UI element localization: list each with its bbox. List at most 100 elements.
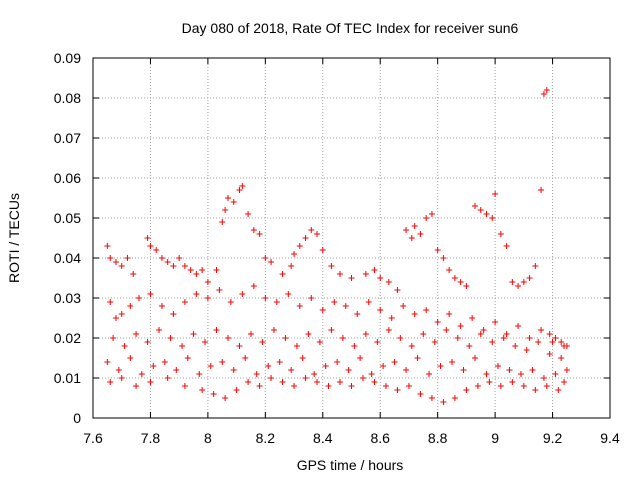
data-point: [446, 311, 453, 317]
data-point: [512, 343, 519, 349]
data-point: [362, 331, 369, 337]
data-point: [359, 375, 366, 381]
data-point: [118, 311, 125, 317]
data-point: [339, 335, 346, 341]
data-point: [405, 383, 412, 389]
y-tick-label: 0.04: [54, 250, 81, 266]
data-point: [408, 343, 415, 349]
data-point: [187, 267, 194, 273]
data-point: [133, 383, 140, 389]
data-point: [385, 279, 392, 285]
data-point: [115, 367, 122, 373]
data-point: [322, 363, 329, 369]
data-point: [520, 279, 527, 285]
data-point: [394, 387, 401, 393]
data-point: [463, 387, 470, 393]
data-point: [199, 267, 206, 273]
y-tick-label: 0.07: [54, 130, 81, 146]
data-point: [233, 387, 240, 393]
data-point: [472, 355, 479, 361]
data-point: [486, 379, 493, 385]
data-point: [147, 291, 154, 297]
y-tick-label: 0.09: [54, 50, 81, 66]
data-point: [457, 323, 464, 329]
data-point: [354, 311, 361, 317]
data-point: [469, 315, 476, 321]
data-point: [546, 331, 553, 337]
data-point: [417, 391, 424, 397]
data-point: [377, 307, 384, 313]
data-point: [288, 263, 295, 269]
data-point: [440, 399, 447, 405]
data-point: [268, 259, 275, 265]
x-tick-label: 8.8: [428, 430, 448, 446]
data-point: [517, 371, 524, 377]
data-point: [385, 327, 392, 333]
data-point: [133, 331, 140, 337]
data-point: [532, 387, 539, 393]
y-tick-labels: 0 0.01 0.02 0.03 0.04 0.05 0.06 0.07 0.08 0.09: [54, 50, 81, 426]
data-point: [558, 355, 565, 361]
data-point: [199, 387, 206, 393]
data-point: [549, 339, 556, 345]
data-point: [193, 291, 200, 297]
data-point: [540, 375, 547, 381]
data-point: [428, 395, 435, 401]
data-point: [262, 255, 269, 261]
data-point: [282, 335, 289, 341]
data-point: [222, 395, 229, 401]
data-point: [428, 211, 435, 217]
data-point: [477, 207, 484, 213]
data-point: [268, 375, 275, 381]
data-point: [118, 375, 125, 381]
data-point: [552, 335, 559, 341]
data-point: [314, 231, 321, 237]
data-point: [250, 283, 257, 289]
data-point: [219, 359, 226, 365]
data-point: [449, 359, 456, 365]
data-point: [552, 371, 559, 377]
data-point: [328, 263, 335, 269]
data-point: [492, 319, 499, 325]
data-point: [477, 331, 484, 337]
data-point: [276, 359, 283, 365]
data-point: [112, 259, 119, 265]
data-point: [181, 263, 188, 269]
data-point: [150, 363, 157, 369]
data-point: [242, 355, 249, 361]
data-point: [291, 383, 298, 389]
data-point: [394, 287, 401, 293]
data-point: [314, 379, 321, 385]
x-tick-labels: 7.6 7.8 8 8.2 8.4 8.6 8.8 9 9.2 9.4: [83, 430, 620, 446]
data-point: [158, 255, 165, 261]
data-point: [213, 327, 220, 333]
data-point: [230, 199, 237, 205]
data-point: [348, 275, 355, 281]
data-point: [451, 395, 458, 401]
data-point: [204, 295, 211, 301]
data-point: [173, 367, 180, 373]
data-point: [526, 335, 533, 341]
data-point: [371, 267, 378, 273]
data-point: [285, 291, 292, 297]
data-point: [561, 343, 568, 349]
data-point: [451, 275, 458, 281]
y-tick-label: 0.08: [54, 90, 81, 106]
data-point: [308, 227, 315, 233]
y-tick-label: 0.03: [54, 290, 81, 306]
data-point: [181, 383, 188, 389]
data-point: [291, 251, 298, 257]
axis-ticks: [92, 57, 611, 419]
data-point: [112, 315, 119, 321]
data-point: [483, 211, 490, 217]
data-point: [305, 331, 312, 337]
data-point: [503, 243, 510, 249]
data-point: [391, 359, 398, 365]
data-point: [302, 235, 309, 241]
data-point: [316, 339, 323, 345]
data-point: [492, 191, 499, 197]
data-point: [397, 335, 404, 341]
data-point: [245, 211, 252, 217]
data-point: [144, 235, 151, 241]
data-point: [107, 379, 114, 385]
